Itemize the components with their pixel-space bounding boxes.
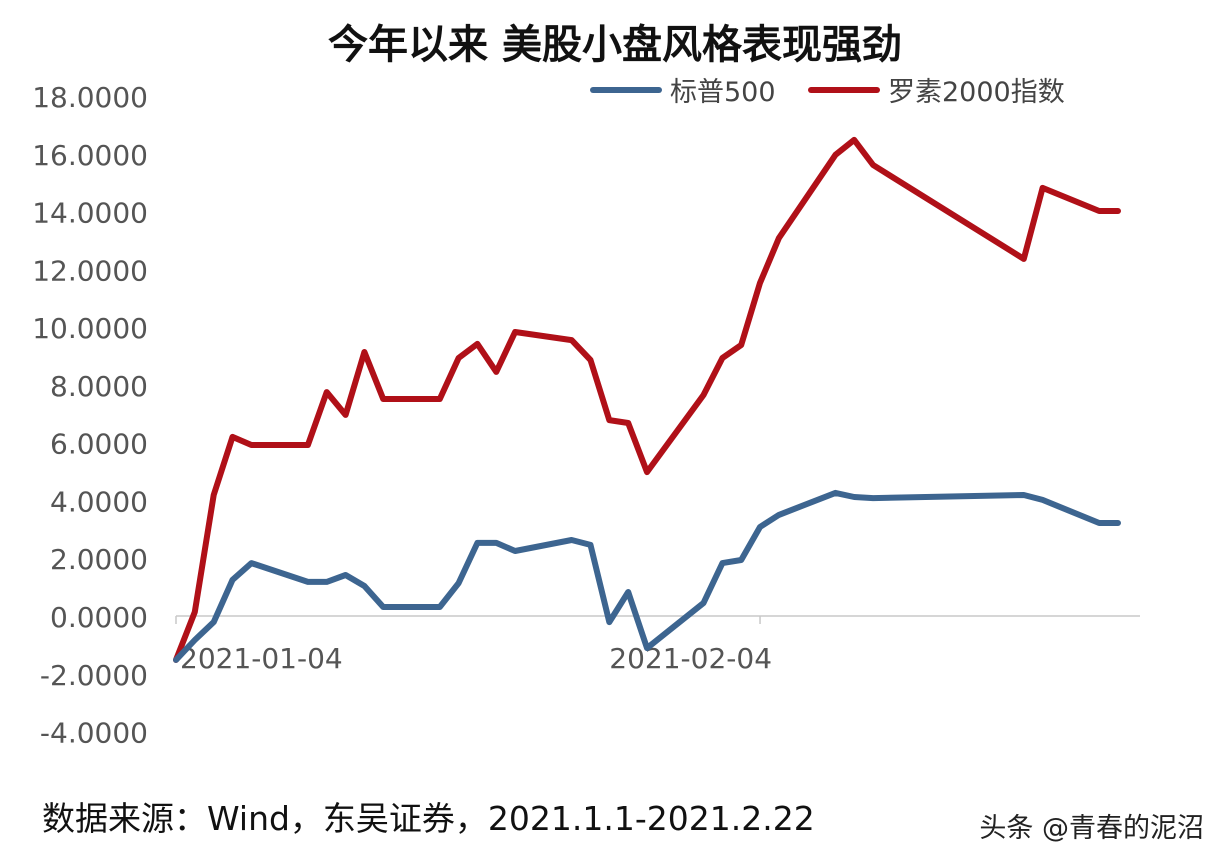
y-tick-label: -4.0000 — [40, 717, 148, 750]
y-tick-label: 16.0000 — [32, 139, 148, 172]
legend-label: 罗素2000指数 — [888, 77, 1065, 108]
source-note: 数据来源：Wind，东吴证券，2021.1.1-2021.2.22 — [42, 799, 815, 838]
series-line-russell2000 — [173, 136, 1121, 663]
y-tick-label: 2.0000 — [50, 543, 148, 576]
legend-swatch — [590, 86, 662, 93]
x-tick-label: 2021-01-04 — [180, 642, 343, 675]
y-tick-label: -2.0000 — [40, 659, 148, 692]
chart-title: 今年以来 美股小盘风格表现强劲 — [328, 22, 902, 68]
y-tick-label: 6.0000 — [50, 428, 148, 461]
legend-item-russell2000: 罗素2000指数 — [808, 70, 1065, 109]
y-tick-label: 14.0000 — [32, 197, 148, 230]
y-tick-label: 0.0000 — [50, 601, 148, 634]
watermark: 头条 @青春的泥沼 — [979, 813, 1204, 844]
y-tick-label: 10.0000 — [32, 312, 148, 345]
legend-item-sp500: 标普500 — [590, 70, 776, 109]
legend-label: 标普500 — [670, 77, 776, 108]
y-tick-label: 12.0000 — [32, 254, 148, 287]
y-tick-label: 18.0000 — [32, 81, 148, 114]
y-tick-label: 8.0000 — [50, 370, 148, 403]
x-tick-label: 2021-02-04 — [609, 642, 772, 675]
y-tick-label: 4.0000 — [50, 485, 148, 518]
series-line-sp500 — [173, 489, 1121, 663]
legend-swatch — [808, 86, 880, 93]
